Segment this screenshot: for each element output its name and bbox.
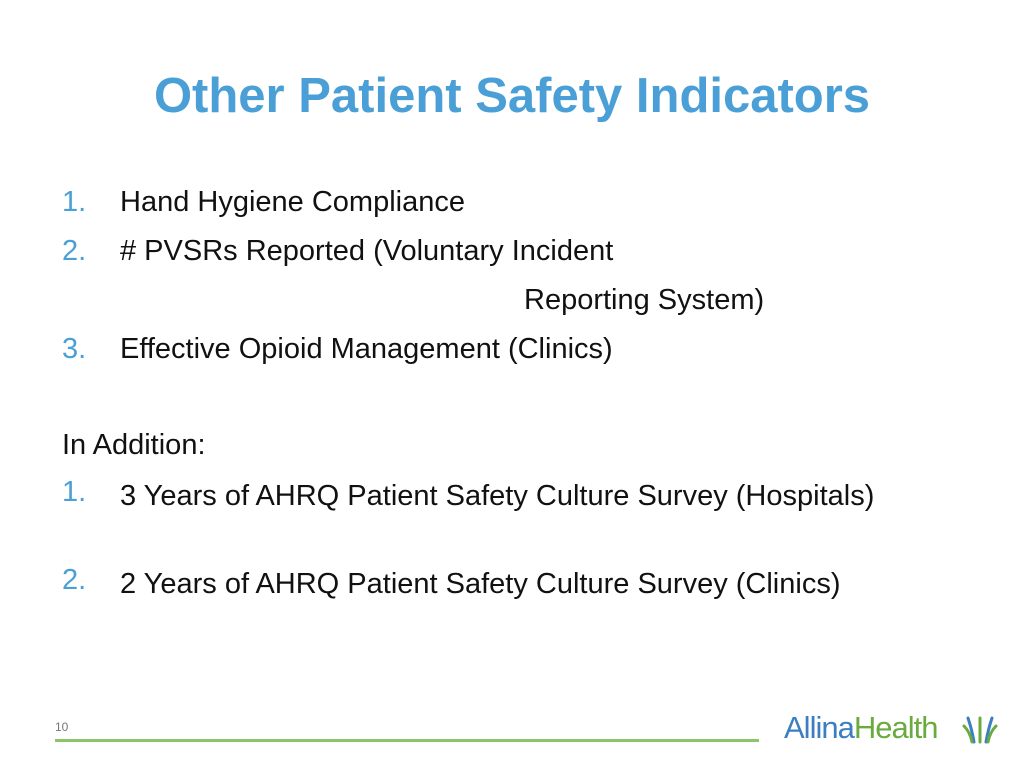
list-marker: 1.: [62, 186, 87, 218]
section-heading: In Addition:: [62, 429, 206, 461]
list-item: Hand Hygiene Compliance: [120, 186, 465, 218]
list-item-continuation: Reporting System): [524, 284, 765, 316]
logo-icon: [962, 716, 998, 744]
slide-title: Other Patient Safety Indicators: [153, 69, 871, 123]
list-marker: 2.: [62, 235, 87, 267]
footer-rule: [55, 739, 759, 742]
logo-text: Allina: [784, 710, 855, 745]
list-item: Effective Opioid Management (Clinics): [120, 333, 613, 365]
list-marker: 1.: [62, 476, 87, 508]
list-item: 2 Years of AHRQ Patient Safety Culture S…: [120, 568, 841, 600]
list-item: # PVSRs Reported (Voluntary Incident: [120, 235, 614, 267]
logo: AllinaHealth: [784, 710, 939, 746]
list-marker: 3.: [62, 333, 87, 365]
page-number: 10: [55, 720, 69, 734]
list-marker: 2.: [62, 564, 87, 596]
list-item: 3 Years of AHRQ Patient Safety Culture S…: [120, 480, 875, 512]
logo-text: Health: [853, 710, 939, 745]
